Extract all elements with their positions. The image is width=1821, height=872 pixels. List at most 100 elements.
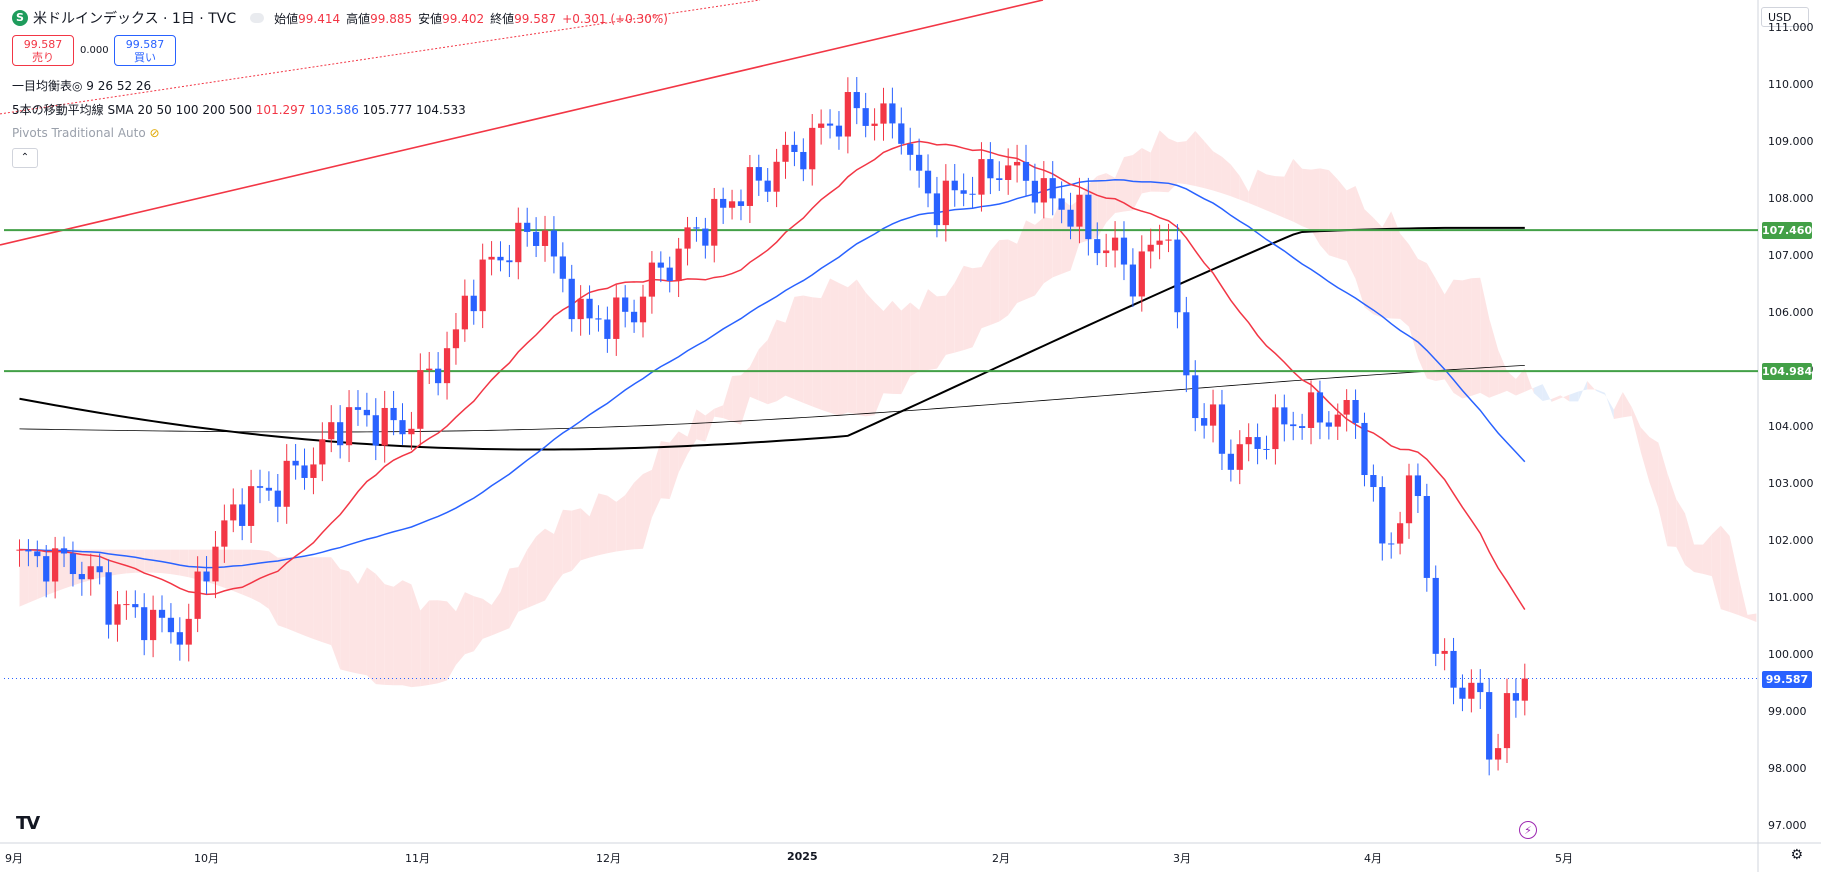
price-tick-label: 101.000 bbox=[1768, 591, 1814, 605]
indicator-ichimoku[interactable]: 一目均衡表◎ 9 26 52 26 bbox=[12, 77, 151, 94]
ichimoku-cloud-segment bbox=[821, 278, 831, 413]
candle-body bbox=[390, 407, 397, 421]
candle-body bbox=[1236, 444, 1243, 470]
candle-body bbox=[1299, 426, 1306, 428]
price-tick-label: 99.000 bbox=[1768, 704, 1807, 718]
ichimoku-cloud-segment bbox=[1506, 371, 1516, 396]
candle-body bbox=[515, 222, 522, 263]
buy-price: 99.587 bbox=[125, 38, 165, 51]
candle-body bbox=[230, 504, 237, 521]
ichimoku-cloud-segment bbox=[170, 549, 180, 576]
candle-body bbox=[951, 180, 958, 191]
ichimoku-cloud-segment bbox=[910, 302, 920, 377]
ichimoku-cloud-segment bbox=[714, 405, 724, 419]
ichimoku-cloud-segment bbox=[1248, 169, 1258, 207]
indicator-pivots[interactable]: Pivots Traditional Auto ⊘ bbox=[12, 126, 160, 140]
candle-body bbox=[1281, 407, 1288, 425]
candle-body bbox=[1094, 239, 1101, 254]
ichimoku-cloud-segment bbox=[1462, 278, 1472, 399]
ichimoku-cloud-segment bbox=[1471, 277, 1481, 396]
candle-body bbox=[1138, 251, 1145, 297]
settings-icon[interactable]: ⚙ bbox=[1790, 847, 1803, 863]
buy-label: 買い bbox=[134, 51, 156, 64]
candle-body bbox=[1272, 407, 1279, 450]
price-tick-label: 100.000 bbox=[1768, 648, 1814, 662]
sma200-line bbox=[19, 364, 1525, 433]
candle-body bbox=[354, 407, 362, 410]
candle-body bbox=[1486, 692, 1493, 760]
pivots-eye-icon[interactable]: ⊘ bbox=[149, 126, 160, 140]
candle-body bbox=[132, 604, 139, 608]
sell-button[interactable]: 99.587 売り bbox=[12, 35, 74, 66]
candle-body bbox=[247, 486, 255, 526]
candle-body bbox=[675, 248, 682, 281]
candle-body bbox=[452, 329, 460, 349]
time-tick-label: 5月 bbox=[1555, 852, 1573, 865]
candle-body bbox=[969, 193, 976, 195]
candle-body bbox=[167, 617, 175, 633]
ichimoku-cloud-segment bbox=[527, 536, 537, 608]
ichimoku-cloud-segment bbox=[990, 240, 1000, 325]
candle-body bbox=[1290, 424, 1297, 427]
ichimoku-cloud-segment bbox=[696, 409, 706, 442]
ichimoku-cloud-segment bbox=[589, 493, 599, 558]
ichimoku-cloud-segment bbox=[295, 557, 305, 636]
ichimoku-cloud-segment bbox=[919, 289, 929, 372]
ichimoku-cloud-segment bbox=[384, 584, 394, 686]
candle-body bbox=[1201, 418, 1208, 426]
tradingview-logo-icon[interactable]: TV bbox=[16, 813, 40, 834]
candle-body bbox=[221, 520, 228, 547]
ichimoku-cloud-segment bbox=[357, 567, 367, 676]
ichimoku-cloud-segment bbox=[117, 549, 127, 575]
candle-body bbox=[1441, 650, 1448, 654]
ichimoku-cloud-segment bbox=[634, 474, 643, 550]
ichimoku-cloud-segment bbox=[179, 549, 189, 578]
indicator-sma[interactable]: 5本の移動平均線 SMA 20 50 100 200 500 101.297 1… bbox=[12, 101, 466, 118]
ichimoku-cloud-segment bbox=[268, 551, 278, 626]
currency-button[interactable]: USD bbox=[1761, 7, 1809, 27]
candle-body bbox=[399, 420, 406, 435]
ichimoku-cloud-segment bbox=[28, 549, 38, 603]
ichimoku-cloud-segment bbox=[874, 302, 884, 416]
buy-button[interactable]: 99.587 買い bbox=[114, 35, 176, 66]
ichimoku-cloud-segment bbox=[1542, 384, 1552, 402]
candle-body bbox=[96, 566, 103, 573]
lightning-icon[interactable]: ⚡ bbox=[1519, 821, 1537, 839]
collapse-legend-button[interactable]: ⌃ bbox=[12, 148, 38, 168]
candle-body bbox=[328, 422, 335, 440]
candle-body bbox=[25, 549, 32, 552]
ichimoku-cloud-segment bbox=[1017, 220, 1027, 304]
candle-body bbox=[1227, 453, 1234, 470]
candle-body bbox=[1450, 650, 1457, 688]
candle-body bbox=[1396, 523, 1404, 544]
ichimoku-cloud-segment bbox=[723, 375, 733, 422]
candle-body bbox=[639, 296, 647, 323]
ichimoku-cloud-segment bbox=[838, 283, 848, 416]
ichimoku-cloud-segment bbox=[518, 549, 528, 612]
candle-body bbox=[149, 609, 157, 641]
candle-body bbox=[488, 256, 495, 260]
ichimoku-cloud-segment bbox=[1658, 442, 1668, 547]
candle-body bbox=[105, 572, 112, 625]
sma-value: 105.777 bbox=[358, 103, 413, 117]
candle-body bbox=[461, 295, 468, 330]
more-icon[interactable] bbox=[250, 13, 265, 23]
candle-body bbox=[372, 415, 379, 446]
candle-body bbox=[78, 574, 85, 580]
ichimoku-cloud-segment bbox=[642, 469, 652, 549]
candle-body bbox=[185, 618, 192, 645]
candle-body bbox=[1370, 475, 1377, 488]
ichimoku-cloud-segment bbox=[313, 557, 323, 643]
candle-body bbox=[265, 487, 273, 491]
candle-body bbox=[720, 198, 727, 208]
ichimoku-cloud-segment bbox=[1551, 395, 1561, 402]
ichimoku-cloud-segment bbox=[812, 297, 822, 410]
candle-body bbox=[1031, 180, 1039, 203]
candle-body bbox=[479, 259, 486, 312]
ichimoku-cloud-segment bbox=[1409, 244, 1418, 358]
symbol-title[interactable]: 米ドルインデックス · 1日 · TVC bbox=[33, 11, 237, 27]
ichimoku-cloud-segment bbox=[1150, 130, 1160, 192]
candle-body bbox=[417, 370, 424, 429]
candle-body bbox=[702, 228, 709, 246]
